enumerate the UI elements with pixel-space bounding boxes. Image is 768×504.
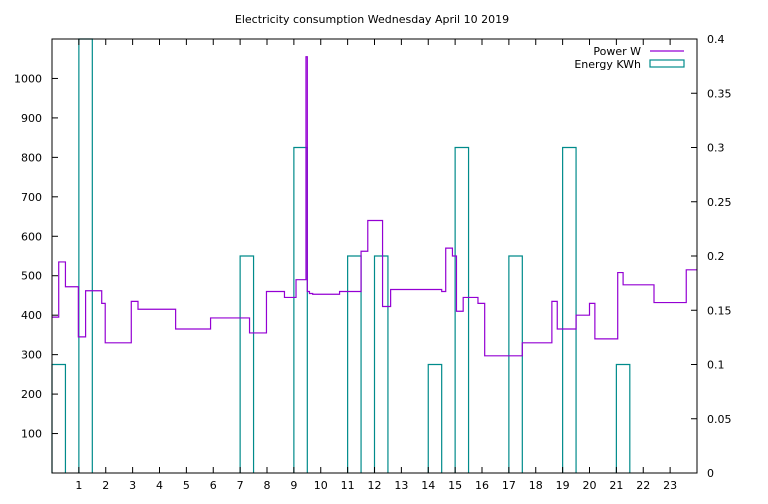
y-tick-label: 200 — [21, 388, 42, 401]
axes: 1 2 3 4 5 6 7 8 9 10 11 12 13 14 15 16 17 18 19 20 21 22 23100… — [14, 33, 732, 492]
y2-tick-label: 0.25 — [707, 196, 732, 209]
y-tick-label: 400 — [21, 309, 42, 322]
energy-bar — [51, 363, 67, 473]
legend-swatch-energy — [649, 59, 685, 68]
y2-tick-label: 0.1 — [707, 359, 725, 372]
energy-bar — [239, 255, 255, 473]
x-tick-label: 19 — [556, 479, 570, 492]
x-tick-label: 23 — [663, 479, 677, 492]
y2-tick-label: 0.35 — [707, 87, 732, 100]
x-tick-label: 8 — [264, 479, 271, 492]
energy-bar — [508, 255, 523, 473]
energy-bar — [373, 255, 389, 473]
energy-bar — [347, 255, 362, 473]
energy-bar — [427, 363, 443, 473]
energy-bar — [78, 38, 93, 473]
power-line-group — [52, 56, 697, 357]
x-tick-label: 16 — [475, 479, 489, 492]
y-tick-label: 700 — [21, 191, 42, 204]
x-tick-label: 21 — [609, 479, 623, 492]
x-tick-label: 7 — [237, 479, 244, 492]
y-tick-label: 1000 — [14, 72, 42, 85]
x-tick-label: 13 — [394, 479, 408, 492]
x-tick-label: 10 — [314, 479, 328, 492]
x-tick-label: 6 — [210, 479, 217, 492]
y-tick-label: 100 — [21, 428, 42, 441]
x-tick-label: 11 — [341, 479, 355, 492]
energy-bars — [51, 38, 631, 473]
power-line — [52, 56, 697, 357]
x-tick-label: 9 — [290, 479, 297, 492]
y-tick-label: 800 — [21, 151, 42, 164]
legend-label-energy: Energy KWh — [574, 58, 641, 71]
x-tick-label: 5 — [183, 479, 190, 492]
energy-bar — [615, 363, 631, 473]
y2-tick-label: 0.2 — [707, 250, 725, 263]
y-tick-label: 500 — [21, 270, 42, 283]
y-tick-label: 600 — [21, 230, 42, 243]
chart-title: Electricity consumption Wednesday April … — [235, 13, 509, 26]
x-tick-label: 18 — [529, 479, 543, 492]
x-tick-label: 12 — [368, 479, 382, 492]
legend-label-power: Power W — [593, 45, 641, 58]
x-tick-label: 17 — [502, 479, 516, 492]
x-tick-label: 14 — [421, 479, 435, 492]
energy-bar — [562, 146, 577, 473]
x-tick-label: 4 — [156, 479, 163, 492]
legend: Power W Energy KWh — [574, 45, 685, 71]
y-tick-label: 300 — [21, 349, 42, 362]
energy-bar — [454, 146, 470, 473]
x-tick-label: 2 — [102, 479, 109, 492]
y2-tick-label: 0.15 — [707, 304, 732, 317]
y2-tick-label: 0.3 — [707, 142, 725, 155]
x-tick-label: 1 — [75, 479, 82, 492]
y2-tick-label: 0.4 — [707, 33, 725, 46]
y2-tick-label: 0.05 — [707, 413, 732, 426]
y-tick-label: 900 — [21, 112, 42, 125]
y2-tick-label: 0 — [707, 467, 714, 480]
x-tick-label: 22 — [636, 479, 650, 492]
x-tick-label: 3 — [129, 479, 136, 492]
energy-bar — [293, 146, 308, 473]
x-tick-label: 20 — [583, 479, 597, 492]
x-tick-label: 15 — [448, 479, 462, 492]
